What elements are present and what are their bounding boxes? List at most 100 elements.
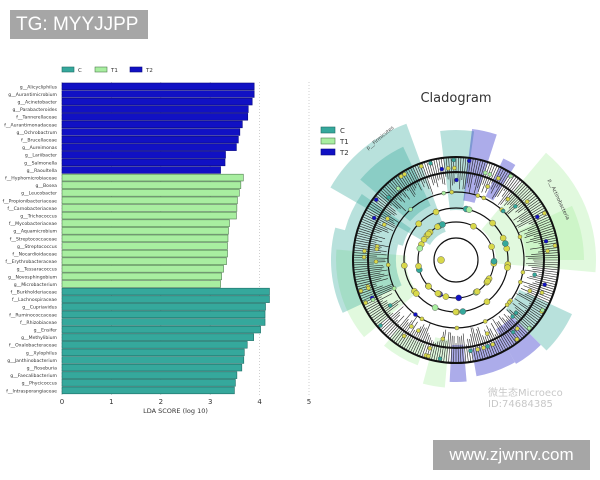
tree-branch: [516, 293, 547, 311]
tree-branch: [359, 223, 382, 233]
legend-label: T1: [110, 68, 118, 74]
bar: [61, 371, 238, 379]
tree-branch: [359, 283, 393, 297]
tree-branch: [391, 319, 409, 341]
bar: [61, 242, 228, 250]
x-tick-label: 2: [159, 398, 163, 406]
tree-branch: [514, 307, 537, 325]
tree-node: [378, 323, 383, 328]
tree-branch: [528, 285, 554, 295]
tree-branch: [383, 319, 398, 334]
tree-branch: [459, 157, 462, 190]
tree-node: [358, 288, 364, 294]
tree-node: [481, 195, 486, 201]
legend-swatch: [61, 66, 75, 73]
tree-node: [483, 319, 488, 324]
tree-node: [440, 336, 446, 342]
x-tick-label: 5: [307, 398, 311, 406]
tree-branch: [433, 341, 439, 361]
tree-branch: [368, 302, 388, 315]
tree-branch: [518, 218, 551, 233]
tree-branch: [365, 209, 396, 227]
bar: [61, 227, 229, 235]
bar: [61, 363, 243, 372]
tree-node: [510, 314, 515, 319]
cladogram-legend-label: T2: [339, 149, 349, 157]
tree-node: [427, 346, 433, 351]
cladogram-legend-label: T1: [339, 138, 349, 146]
tree-branch: [380, 311, 401, 331]
tree-branch: [382, 314, 400, 333]
tree-branch: [507, 315, 527, 336]
tree-node: [520, 270, 526, 275]
tree-branch: [371, 201, 392, 216]
tree-node: [485, 344, 490, 349]
bar: [61, 356, 245, 364]
tree-node: [441, 190, 446, 196]
bar-label: f__Streptococcaceae: [10, 236, 57, 242]
tree-branch: [443, 340, 447, 363]
clade-highlight: [422, 337, 450, 388]
bar: [61, 90, 255, 98]
tree-node: [442, 293, 450, 300]
bar-label: g__Bosea: [35, 183, 57, 189]
tree-branch: [490, 168, 505, 194]
bar-label: f__Mycobacteriaceae: [9, 221, 57, 227]
tree-node: [428, 161, 433, 166]
tree-branch: [440, 329, 447, 362]
tree-branch: [461, 335, 464, 363]
tree-node: [395, 186, 401, 191]
tree-branch: [472, 327, 481, 361]
tree-node: [416, 328, 421, 333]
bar-label: g__Roseburia: [27, 366, 58, 372]
tree-branch: [521, 281, 555, 293]
tree-node: [371, 215, 377, 221]
bar: [61, 166, 221, 174]
tree-node: [466, 158, 472, 164]
tree-node: [416, 245, 424, 252]
cladogram-legend-swatch: [320, 126, 336, 134]
tree-node: [483, 170, 488, 175]
x-tick-label: 0: [60, 398, 64, 406]
bar: [61, 158, 226, 167]
tree-node: [452, 165, 457, 171]
bar-label: f__Burkholderiaceae: [10, 290, 57, 296]
legend-swatch: [129, 66, 143, 73]
tree-node: [490, 258, 498, 265]
bar-label: f__Nocardioidaceae: [12, 252, 57, 258]
tree-branch: [393, 322, 409, 343]
tree-node: [454, 325, 460, 331]
tree-node: [532, 272, 537, 277]
bar: [61, 113, 249, 121]
tree-node: [455, 294, 462, 302]
bar: [61, 303, 266, 311]
tree-branch: [526, 292, 550, 304]
tree-node: [385, 216, 390, 221]
bar-label: f__Intrasporangiaceae: [6, 388, 57, 394]
bar-label: g__Ochrobactrum: [17, 130, 58, 136]
tree-node: [445, 166, 451, 171]
tree-node: [543, 239, 549, 244]
tree-node: [542, 211, 547, 216]
tree-branch: [528, 214, 549, 225]
tree-branch: [385, 315, 405, 336]
tree-branch: [378, 191, 399, 209]
tree-node: [454, 177, 459, 183]
tree-branch: [389, 313, 412, 339]
tree-node: [401, 333, 407, 339]
tree-branch: [405, 330, 418, 351]
bar: [61, 379, 236, 387]
tag-label: TG: MYYJJPP: [10, 10, 148, 39]
tree-branch: [515, 195, 537, 213]
tree-branch: [475, 333, 484, 360]
tree-branch: [448, 157, 452, 192]
tree-node: [535, 214, 540, 220]
tree-node: [413, 312, 418, 317]
tree-node: [434, 290, 442, 297]
tree-branch: [518, 211, 548, 228]
tree-node: [470, 223, 477, 230]
tree-node: [459, 308, 467, 315]
legend-label: C: [78, 68, 82, 74]
bar: [61, 249, 228, 258]
bar-label: g__Streptococcus: [17, 244, 58, 250]
